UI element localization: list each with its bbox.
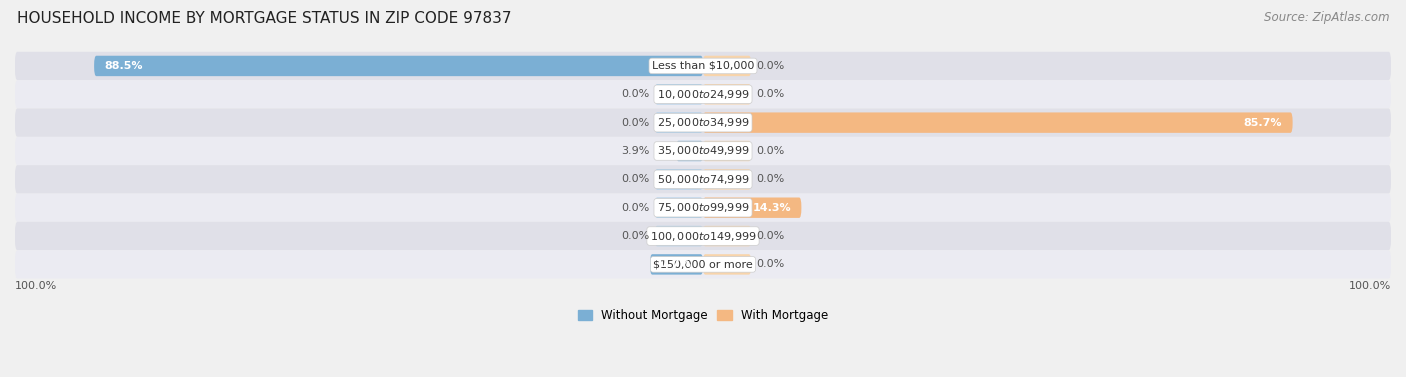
Text: 7.7%: 7.7%	[661, 259, 692, 270]
Text: 0.0%: 0.0%	[621, 174, 650, 184]
FancyBboxPatch shape	[15, 109, 1391, 137]
Text: 0.0%: 0.0%	[756, 259, 785, 270]
Text: $100,000 to $149,999: $100,000 to $149,999	[650, 230, 756, 242]
Text: $150,000 or more: $150,000 or more	[654, 259, 752, 270]
FancyBboxPatch shape	[15, 80, 1391, 109]
Text: 0.0%: 0.0%	[756, 61, 785, 71]
FancyBboxPatch shape	[15, 193, 1391, 222]
Text: Source: ZipAtlas.com: Source: ZipAtlas.com	[1264, 11, 1389, 24]
Text: 0.0%: 0.0%	[621, 118, 650, 128]
FancyBboxPatch shape	[655, 198, 703, 218]
FancyBboxPatch shape	[15, 165, 1391, 193]
FancyBboxPatch shape	[703, 56, 751, 76]
FancyBboxPatch shape	[655, 169, 703, 190]
Text: Less than $10,000: Less than $10,000	[652, 61, 754, 71]
FancyBboxPatch shape	[655, 84, 703, 104]
FancyBboxPatch shape	[15, 52, 1391, 80]
FancyBboxPatch shape	[650, 254, 703, 274]
Text: $75,000 to $99,999: $75,000 to $99,999	[657, 201, 749, 214]
FancyBboxPatch shape	[676, 141, 703, 161]
FancyBboxPatch shape	[703, 254, 751, 274]
Text: 88.5%: 88.5%	[104, 61, 143, 71]
FancyBboxPatch shape	[703, 112, 1292, 133]
FancyBboxPatch shape	[703, 226, 751, 246]
Text: 0.0%: 0.0%	[756, 146, 785, 156]
Text: 100.0%: 100.0%	[15, 281, 58, 291]
Text: 0.0%: 0.0%	[756, 174, 785, 184]
Text: 0.0%: 0.0%	[756, 231, 785, 241]
Text: $35,000 to $49,999: $35,000 to $49,999	[657, 144, 749, 158]
Text: $25,000 to $34,999: $25,000 to $34,999	[657, 116, 749, 129]
Text: 0.0%: 0.0%	[621, 203, 650, 213]
FancyBboxPatch shape	[703, 84, 751, 104]
FancyBboxPatch shape	[94, 56, 703, 76]
Legend: Without Mortgage, With Mortgage: Without Mortgage, With Mortgage	[574, 304, 832, 326]
Text: $50,000 to $74,999: $50,000 to $74,999	[657, 173, 749, 186]
FancyBboxPatch shape	[703, 141, 751, 161]
FancyBboxPatch shape	[15, 137, 1391, 165]
FancyBboxPatch shape	[655, 112, 703, 133]
Text: 85.7%: 85.7%	[1244, 118, 1282, 128]
Text: $10,000 to $24,999: $10,000 to $24,999	[657, 88, 749, 101]
Text: 0.0%: 0.0%	[621, 89, 650, 99]
Text: 0.0%: 0.0%	[756, 89, 785, 99]
Text: 100.0%: 100.0%	[1348, 281, 1391, 291]
Text: 0.0%: 0.0%	[621, 231, 650, 241]
Text: 3.9%: 3.9%	[621, 146, 650, 156]
Text: HOUSEHOLD INCOME BY MORTGAGE STATUS IN ZIP CODE 97837: HOUSEHOLD INCOME BY MORTGAGE STATUS IN Z…	[17, 11, 512, 26]
FancyBboxPatch shape	[703, 198, 801, 218]
FancyBboxPatch shape	[15, 250, 1391, 279]
FancyBboxPatch shape	[15, 222, 1391, 250]
FancyBboxPatch shape	[655, 226, 703, 246]
FancyBboxPatch shape	[703, 169, 751, 190]
Text: 14.3%: 14.3%	[752, 203, 792, 213]
